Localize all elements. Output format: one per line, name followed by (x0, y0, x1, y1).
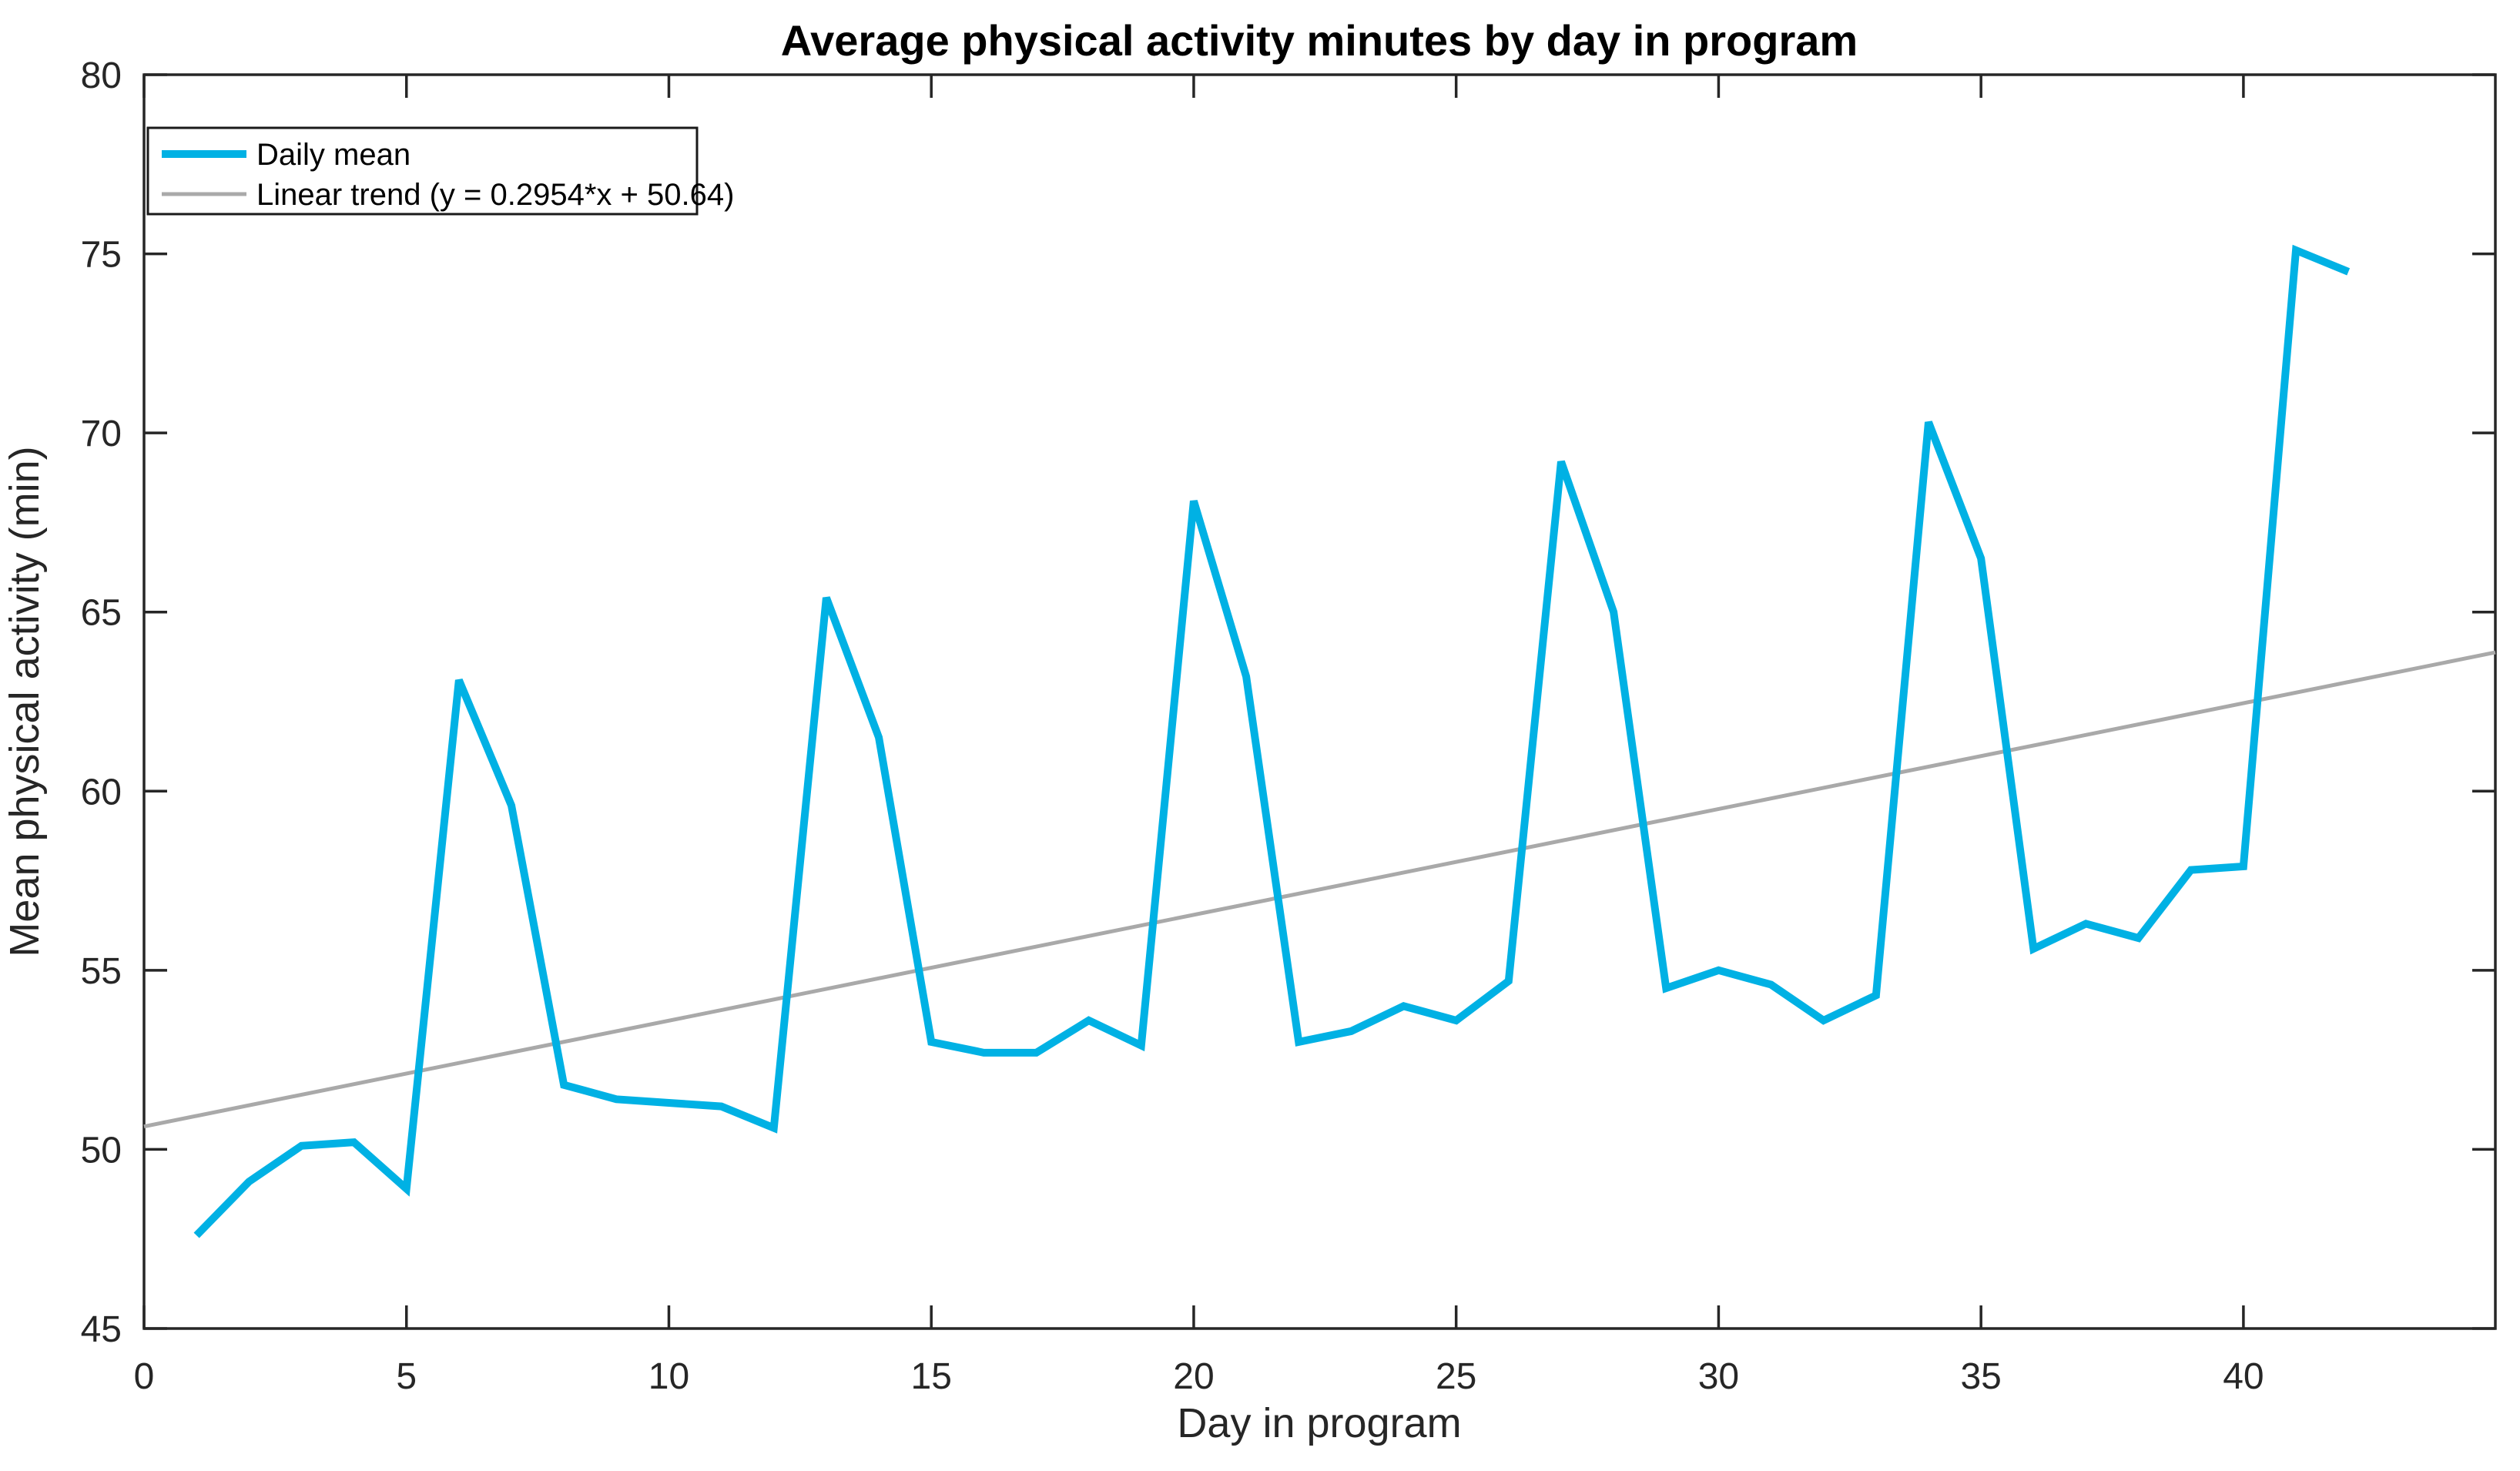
y-tick-label: 80 (81, 55, 122, 96)
y-axis-label: Mean physical activity (min) (2, 446, 48, 957)
x-tick-label: 40 (2223, 1356, 2264, 1397)
x-tick-label: 30 (1698, 1356, 1739, 1397)
y-tick-label: 50 (81, 1130, 122, 1171)
x-tick-label: 0 (134, 1356, 155, 1397)
y-tick-label: 70 (81, 414, 122, 454)
x-tick-label: 15 (911, 1356, 952, 1397)
x-tick-label: 20 (1173, 1356, 1214, 1397)
y-tick-label: 45 (81, 1309, 122, 1350)
x-tick-label: 35 (1960, 1356, 2001, 1397)
plot-frame (142, 73, 2497, 1330)
legend-entry-daily-mean: Daily mean (162, 138, 411, 172)
x-tick-label: 10 (648, 1356, 689, 1397)
y-tick-label: 75 (81, 235, 122, 276)
plot-border (142, 73, 2497, 1330)
legend: Daily mean Linear trend (y = 0.2954*x + … (146, 126, 734, 216)
y-tick-label: 55 (81, 951, 122, 992)
legend-label-linear-trend: Linear trend (y = 0.2954*x + 50.64) (256, 178, 734, 212)
legend-label-daily-mean: Daily mean (256, 138, 411, 172)
axis-ticks (142, 73, 2495, 1330)
series-layer (143, 244, 2496, 1238)
daily-mean-line (193, 244, 2351, 1238)
x-tick-label: 25 (1436, 1356, 1476, 1397)
linear-trend-line (143, 650, 2496, 1129)
legend-entry-linear-trend: Linear trend (y = 0.2954*x + 50.64) (162, 178, 734, 212)
x-tick-label: 5 (396, 1356, 417, 1397)
y-tick-label: 60 (81, 772, 122, 813)
y-axis-tick-labels: 45 50 55 60 65 70 75 80 (81, 55, 122, 1350)
x-axis-label: Day in program (1177, 1400, 1461, 1446)
legend-box (146, 126, 699, 216)
x-axis-tick-labels: 0 5 10 15 20 25 30 35 40 (134, 1356, 2264, 1397)
chart-title: Average physical activity minutes by day… (781, 16, 1858, 65)
y-tick-label: 65 (81, 593, 122, 634)
